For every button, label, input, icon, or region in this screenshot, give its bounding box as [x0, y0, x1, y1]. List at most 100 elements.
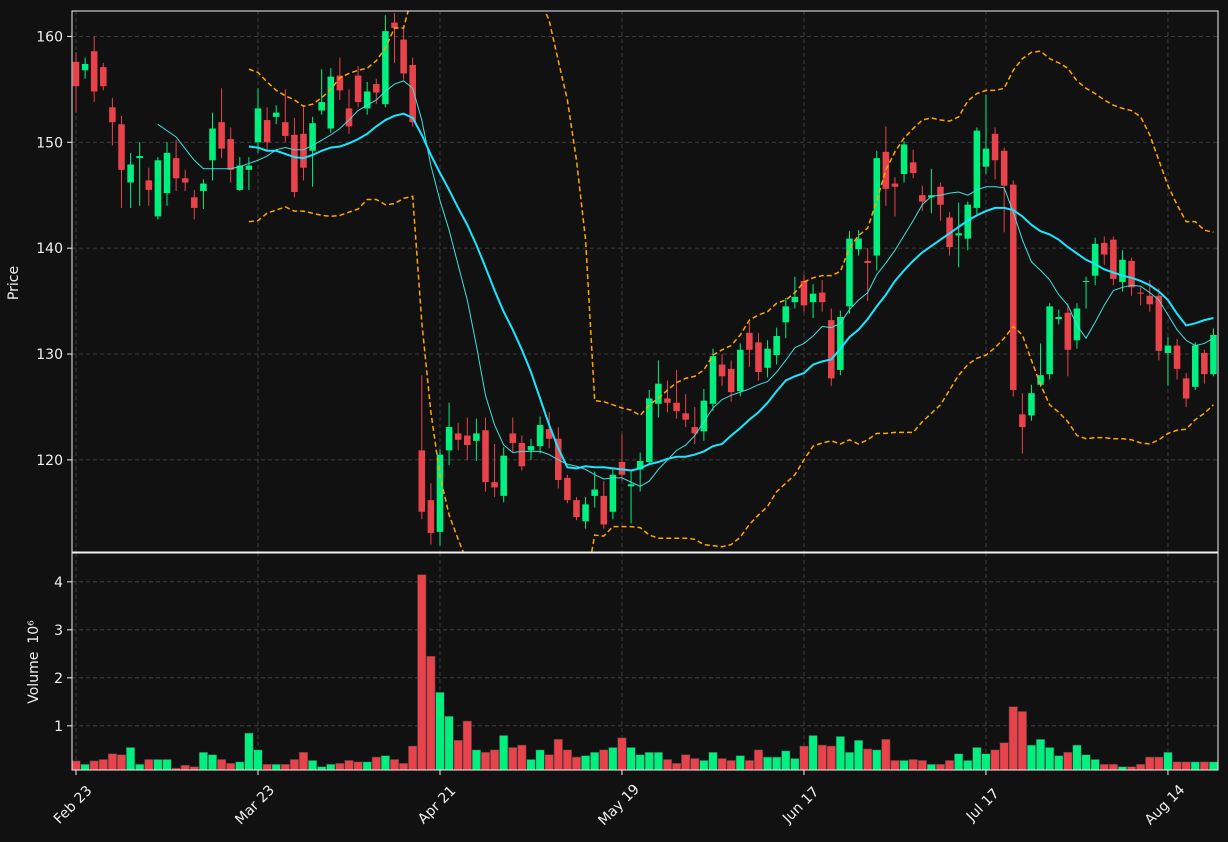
volume-bar: [790, 758, 800, 770]
candle-body: [1137, 292, 1144, 294]
candle-body: [755, 342, 762, 373]
candle-body: [791, 296, 799, 303]
candle-body: [527, 446, 535, 451]
volume-bar: [662, 759, 673, 770]
volume-bar: [271, 763, 281, 770]
candle-body: [209, 128, 216, 161]
candle-body: [218, 122, 225, 149]
candle-body: [1055, 316, 1063, 320]
volume-bar: [781, 750, 791, 770]
candle-body: [646, 398, 653, 463]
candle-body: [855, 238, 862, 250]
volume-bar: [116, 754, 127, 770]
candle-body: [582, 504, 589, 522]
candle-body: [800, 280, 808, 306]
candle-body: [100, 67, 107, 87]
candle-body: [873, 158, 881, 256]
candle-body: [1000, 150, 1008, 186]
volume-bar: [180, 764, 190, 770]
candle-body: [272, 112, 280, 117]
candle-body: [709, 356, 717, 404]
volume-bar: [581, 755, 591, 770]
candle-body: [227, 139, 234, 170]
candle-body: [1173, 345, 1181, 369]
volume-bar: [499, 735, 509, 770]
candle-body: [345, 108, 353, 127]
candle-body: [90, 51, 98, 92]
volume-bar: [890, 760, 900, 770]
volume-bar: [1190, 761, 1200, 770]
volume-bar: [908, 759, 918, 770]
volume-bar: [462, 720, 472, 770]
price-frame: [71, 10, 1219, 553]
candle-body: [564, 477, 571, 501]
candle-body: [891, 183, 899, 187]
candle-body: [300, 133, 307, 168]
candle-body: [591, 489, 598, 496]
volume-bar: [1072, 744, 1082, 770]
candle-body: [382, 31, 389, 105]
volume-bar: [1045, 747, 1055, 770]
candle-body: [454, 433, 462, 440]
y-tick-label: 140: [36, 241, 63, 257]
volume-bar: [226, 762, 236, 770]
volume-bar: [981, 753, 991, 770]
candle-body: [536, 424, 544, 447]
volume-bar: [599, 749, 609, 770]
candle-body: [700, 400, 708, 432]
volume-bar: [735, 755, 745, 770]
volume-bar: [1208, 761, 1218, 770]
volume-bar: [526, 759, 536, 770]
candle-body: [818, 292, 826, 303]
volume-bar: [362, 761, 372, 770]
candle-body: [1028, 393, 1035, 416]
volume-bar: [926, 763, 936, 770]
volume-bar: [1117, 766, 1128, 770]
candle-body: [973, 130, 981, 208]
volume-bar: [1099, 763, 1109, 770]
candle-body: [1146, 295, 1154, 305]
volume-bar: [872, 749, 882, 770]
volume-bar: [408, 745, 418, 770]
volume-bar: [1008, 706, 1018, 770]
volume-bar: [399, 762, 409, 770]
volume-bar: [453, 739, 463, 770]
candle-body: [882, 151, 890, 189]
candle-body: [573, 500, 580, 518]
volume-bar: [1199, 761, 1209, 770]
candle-body: [418, 450, 426, 512]
volume-bar: [1090, 759, 1100, 770]
volume-bar: [98, 759, 108, 770]
volume-bar: [553, 738, 563, 770]
candle-body: [72, 61, 80, 87]
candle-body: [200, 183, 207, 191]
candle-body: [1191, 345, 1199, 387]
volume-bar: [963, 760, 973, 770]
volume-bar: [471, 749, 481, 770]
volume-bar: [189, 766, 199, 770]
candle-body: [473, 433, 480, 441]
overlay-line: [157, 80, 1214, 487]
volume-bar: [708, 751, 718, 770]
candle-body: [518, 442, 526, 467]
volume-bar: [1181, 761, 1191, 770]
candle-body: [354, 75, 362, 103]
candle-body: [409, 64, 416, 123]
candle-body: [263, 120, 271, 143]
volume-bar: [844, 751, 855, 770]
candle-body: [145, 180, 153, 190]
candle-body: [991, 133, 999, 161]
volume-bar: [535, 749, 545, 770]
volume-bar: [444, 715, 454, 770]
volume-bar: [881, 738, 891, 770]
y-tick-label: 3: [54, 623, 63, 639]
volume-bar: [517, 744, 527, 770]
volume-bar: [380, 755, 390, 770]
volume-bar: [999, 742, 1009, 770]
candle-body: [636, 460, 644, 470]
y-tick-label: 2: [54, 671, 63, 687]
volume-bar: [480, 751, 491, 770]
volume-bar: [1026, 744, 1037, 770]
